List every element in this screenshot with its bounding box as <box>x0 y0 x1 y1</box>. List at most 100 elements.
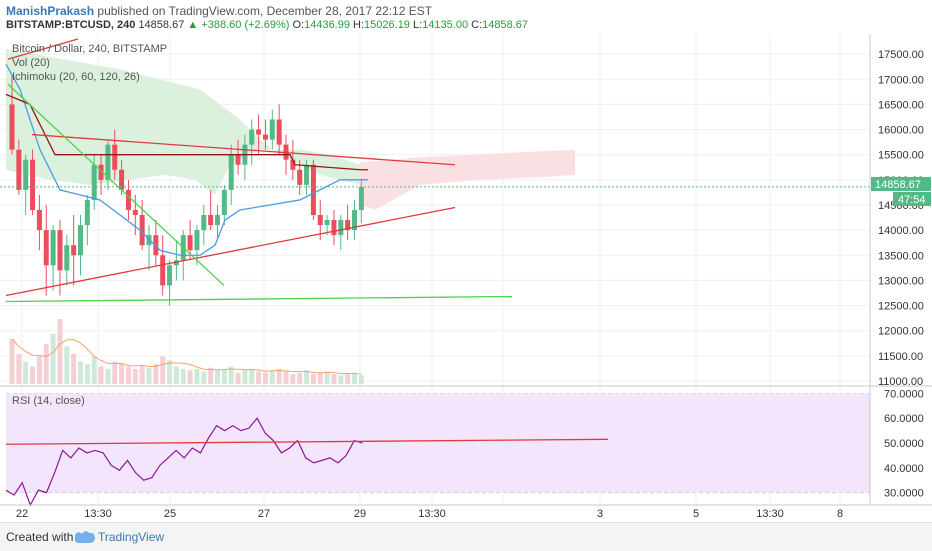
high-value: 15026.19 <box>364 19 410 31</box>
candle-bull <box>64 245 70 271</box>
footer-bar: Created with TradingView <box>0 522 932 551</box>
candle-bull <box>105 144 111 180</box>
candle-bear <box>345 220 351 231</box>
legend-ichimoku: Ichimoku (20, 60, 120, 26) <box>12 71 140 83</box>
time-tick-label: 5 <box>693 508 699 520</box>
volume-bar <box>36 356 42 384</box>
time-tick-label: 13:30 <box>84 508 112 520</box>
time-tick-label: 22 <box>16 508 28 520</box>
price-tick-label: 12500.00 <box>878 301 924 313</box>
tradingview-logo-icon <box>74 531 95 543</box>
candle-bull <box>173 260 179 266</box>
volume-bar <box>112 361 118 384</box>
time-tick-label: 13:30 <box>418 508 446 520</box>
volume-bar <box>262 372 268 384</box>
volume-bar <box>173 366 179 384</box>
candle-bear <box>317 215 323 226</box>
tradingview-link[interactable]: TradingView <box>98 530 165 544</box>
volume-bar <box>180 369 186 384</box>
volume-bar <box>105 369 111 384</box>
open-value: 14436.99 <box>304 19 350 31</box>
candle-bull <box>221 189 227 216</box>
low-label: L: <box>413 19 423 31</box>
price-chart[interactable]: 17500.00 17000.00 16500.00 16000.00 15500.00… <box>0 34 932 522</box>
volume-bar <box>310 374 316 384</box>
candle-bear <box>119 169 125 190</box>
volume-bar <box>43 344 49 384</box>
candle-bull <box>249 129 255 145</box>
volume-bar <box>71 354 77 384</box>
candle-bear <box>187 235 193 251</box>
candle-bear <box>132 210 138 216</box>
candle-bear <box>160 255 166 286</box>
price-tick-label: 17000.00 <box>878 74 924 86</box>
candle-bear <box>290 159 296 170</box>
close-value: 14858.67 <box>482 19 529 31</box>
candle-bull <box>50 230 56 266</box>
volume-bar <box>228 366 234 384</box>
candle-bull <box>228 154 234 190</box>
rsi-tick-label: 70.0000 <box>884 388 924 400</box>
volume-bar <box>297 372 303 384</box>
last-price-label: 14858.67 <box>875 179 921 191</box>
volume-bar <box>167 360 173 384</box>
volume-bar <box>242 370 248 384</box>
high-label: H: <box>353 19 365 31</box>
countdown-label: 47:54 <box>898 194 926 206</box>
candle-bull <box>338 220 344 236</box>
time-tick-label: 25 <box>164 508 176 520</box>
rsi-tick-label: 30.0000 <box>884 488 924 500</box>
volume-bar <box>208 367 214 384</box>
candle-bear <box>256 129 262 135</box>
rsi-axis[interactable]: 70.0000 60.0000 50.0000 40.0000 30.0000 <box>884 388 924 499</box>
time-tick-label: 29 <box>354 508 366 520</box>
volume-bar <box>352 372 357 384</box>
volume-bar <box>345 374 351 384</box>
candle-bear <box>310 164 316 216</box>
tenkan-line <box>5 63 368 256</box>
trend-line-resistance <box>31 133 456 166</box>
volume-bar <box>338 375 344 384</box>
volume-bar <box>132 369 138 384</box>
cloud-red <box>360 149 575 210</box>
candle-bear <box>262 134 268 140</box>
rsi-trend-line <box>5 438 609 445</box>
candle-bull <box>201 215 207 231</box>
candle-bull <box>167 265 173 286</box>
candle-bear <box>43 230 49 266</box>
rsi-tick-label: 40.0000 <box>884 463 924 475</box>
legend-rsi: RSI (14, close) <box>12 395 85 407</box>
volume-bar <box>221 369 227 384</box>
volume-bar <box>290 374 296 384</box>
price-tick-label: 12000.00 <box>878 326 924 338</box>
rsi-pane <box>5 417 609 507</box>
symbol-label: BITSTAMP:BTCUSD, 240 <box>6 19 136 31</box>
candle-bear <box>30 159 36 210</box>
candle-bear <box>139 215 145 246</box>
candle-bull <box>324 220 330 226</box>
candle-bear <box>98 164 104 180</box>
time-tick-label: 27 <box>258 508 270 520</box>
volume-bar <box>91 356 97 384</box>
candle-bear <box>331 220 337 236</box>
candle-bear <box>71 245 77 256</box>
volume-bar <box>235 372 241 384</box>
volume-bar <box>139 365 145 384</box>
author-link[interactable]: ManishPrakash <box>6 4 95 18</box>
volume-bar <box>201 371 207 384</box>
candle-bull <box>358 186 364 210</box>
trend-line-down <box>7 83 225 286</box>
volume-bar <box>249 369 255 384</box>
candle-bull <box>78 225 83 256</box>
legend-main: Bitcoin / Dollar, 240, BITSTAMP <box>12 43 167 55</box>
open-label: O: <box>292 19 305 31</box>
last-value: 14858.67 <box>138 19 185 31</box>
volume-bar <box>324 371 330 384</box>
candle-bear <box>125 189 131 210</box>
price-tick-label: 11500.00 <box>878 351 923 363</box>
price-tick-label: 14000.00 <box>878 225 924 237</box>
price-axis[interactable]: 17500.00 17000.00 16500.00 16000.00 15500.00… <box>878 49 924 388</box>
volume-bar <box>276 369 282 384</box>
volume-bar <box>23 361 29 384</box>
